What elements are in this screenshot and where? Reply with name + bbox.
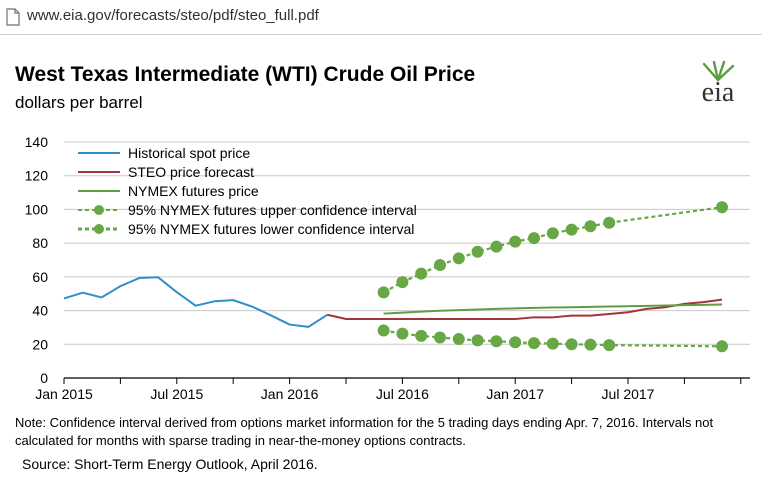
chart-source: Source: Short-Term Energy Outlook, April… xyxy=(22,456,318,472)
legend-label-1: STEO price forecast xyxy=(128,164,254,180)
series-point-3 xyxy=(603,216,616,229)
series xyxy=(63,201,728,353)
y-tick-label: 20 xyxy=(32,336,48,352)
series-point-4 xyxy=(584,338,597,351)
url-text[interactable]: www.eia.gov/forecasts/steo/pdf/steo_full… xyxy=(27,7,319,24)
series-line-3 xyxy=(383,206,723,294)
legend: Historical spot price STEO price forecast… xyxy=(78,145,417,237)
series-point-3 xyxy=(546,227,559,240)
series-point-4 xyxy=(565,338,578,351)
series-point-4 xyxy=(716,340,728,353)
x-tick-label: Jan 2015 xyxy=(35,386,93,402)
x-tick-label: Jan 2017 xyxy=(486,386,544,402)
series-point-3 xyxy=(565,223,578,236)
series-point-4 xyxy=(396,327,409,340)
legend-label-2: NYMEX futures price xyxy=(128,183,259,199)
series-point-3 xyxy=(471,245,484,258)
series-point-4 xyxy=(452,333,465,346)
legend-label-4: 95% NYMEX futures lower confidence inter… xyxy=(128,221,414,237)
series-line-0 xyxy=(63,276,328,328)
legend-marker-4 xyxy=(94,224,104,234)
series-point-3 xyxy=(396,276,409,289)
series-point-4 xyxy=(415,329,428,342)
y-tick-label: 140 xyxy=(25,134,49,150)
series-point-3 xyxy=(490,240,503,253)
series-point-4 xyxy=(490,335,503,348)
legend-marker-3 xyxy=(94,205,104,215)
eia-logo: eia xyxy=(702,60,735,104)
x-tick-label: Jul 2015 xyxy=(150,386,203,402)
svg-text:eia: eia xyxy=(702,77,735,104)
series-point-3 xyxy=(528,232,540,245)
series-line-2 xyxy=(383,303,723,315)
series-point-3 xyxy=(716,201,728,214)
series-point-3 xyxy=(509,235,522,248)
wti-price-chart: 0 20 40 60 80 100 120 140 Jan 2015 Jul 2015 Jan 20… xyxy=(25,134,750,402)
legend-label-0: Historical spot price xyxy=(128,145,250,161)
x-tick-label: Jul 2016 xyxy=(376,386,429,402)
series-point-4 xyxy=(546,337,559,350)
series-point-3 xyxy=(415,267,428,280)
chart-note: Note: Confidence interval derived from o… xyxy=(15,415,714,448)
y-tick-label: 60 xyxy=(32,269,48,285)
series-point-3 xyxy=(584,220,597,233)
x-tick-label: Jan 2016 xyxy=(261,386,319,402)
y-tick-label: 80 xyxy=(32,235,48,251)
series-point-3 xyxy=(377,286,390,299)
series-point-4 xyxy=(528,337,540,350)
x-tick-label: Jul 2017 xyxy=(602,386,655,402)
series-point-4 xyxy=(377,324,390,337)
series-point-4 xyxy=(509,336,522,349)
chart-title: West Texas Intermediate (WTI) Crude Oil … xyxy=(15,63,476,86)
axes: 0 20 40 60 80 100 120 140 Jan 2015 Jul 2015 Jan 20… xyxy=(25,134,750,402)
series-point-4 xyxy=(434,331,446,344)
legend-label-3: 95% NYMEX futures upper confidence inter… xyxy=(128,202,417,218)
y-tick-label: 40 xyxy=(32,303,48,319)
chart-subtitle: dollars per barrel xyxy=(15,93,143,112)
series-point-4 xyxy=(603,339,616,352)
series-point-3 xyxy=(434,259,446,272)
y-tick-label: 100 xyxy=(25,201,49,217)
y-tick-label: 0 xyxy=(40,370,48,386)
series-line-1 xyxy=(326,298,723,320)
page-icon xyxy=(6,8,20,26)
grid xyxy=(64,141,750,345)
address-bar[interactable]: www.eia.gov/forecasts/steo/pdf/steo_full… xyxy=(0,0,762,35)
y-tick-label: 120 xyxy=(25,168,49,184)
series-point-3 xyxy=(452,252,465,265)
eia-logo-sun-rays xyxy=(702,60,735,82)
series-point-4 xyxy=(471,334,484,347)
